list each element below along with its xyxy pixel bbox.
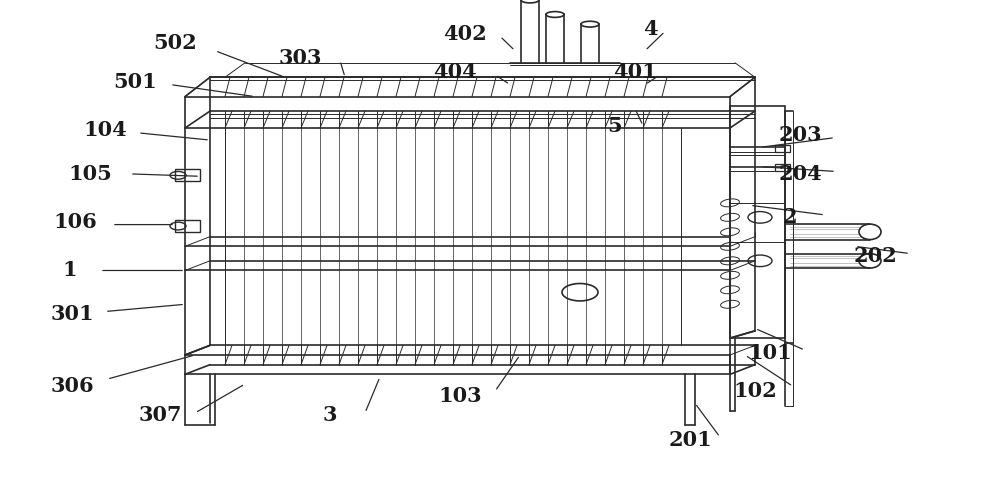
Text: 303: 303 [278,48,322,68]
Text: 4: 4 [643,19,657,39]
Text: 301: 301 [50,304,94,324]
Text: 307: 307 [138,405,182,426]
Text: 101: 101 [748,342,792,363]
Text: 204: 204 [778,164,822,184]
Text: 104: 104 [83,120,127,141]
Text: 1: 1 [63,260,77,281]
Text: 103: 103 [438,386,482,406]
Text: 5: 5 [608,115,622,136]
Text: 404: 404 [433,62,477,83]
Bar [730,106,785,338]
Text: 402: 402 [443,24,487,44]
Bar [775,164,790,171]
Bar [175,220,200,232]
Text: 501: 501 [113,72,157,92]
Text: 502: 502 [153,33,197,54]
Text: 102: 102 [733,381,777,401]
Text: 2: 2 [783,207,797,227]
Text: 201: 201 [668,429,712,450]
Bar [775,145,790,152]
Text: 202: 202 [853,246,897,266]
Text: 203: 203 [778,125,822,145]
Text: 106: 106 [53,212,97,232]
Text: 3: 3 [323,405,337,426]
Bar [175,169,200,181]
Text: 401: 401 [613,62,657,83]
Text: 105: 105 [68,164,112,184]
Text: 306: 306 [50,376,94,397]
